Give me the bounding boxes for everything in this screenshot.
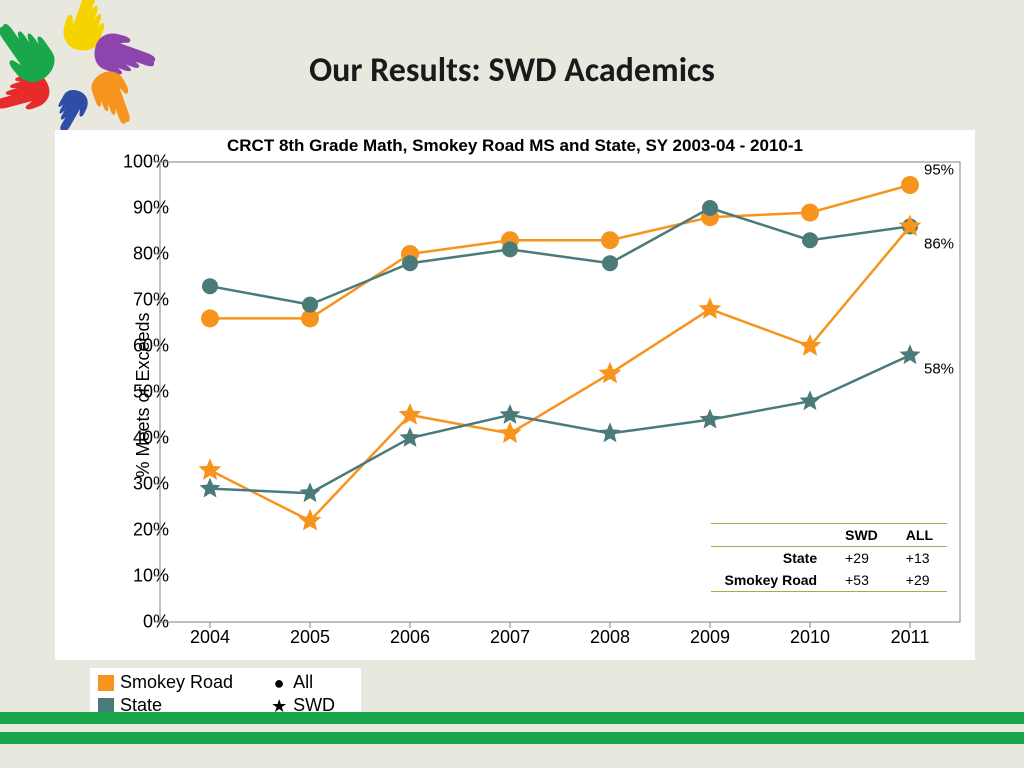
x-tick-label: 2006 [390,627,430,648]
x-tick-label: 2010 [790,627,830,648]
legend-label: All [293,672,313,693]
x-tick-label: 2009 [690,627,730,648]
inset-table: SWD ALL State +29 +13 Smokey Road +53 +2… [711,523,947,592]
legend-swatch [98,675,114,691]
decorative-stripe [0,712,1024,724]
series-end-label: 95% [924,162,954,179]
inset-row-label: Smokey Road [711,569,832,592]
x-tick-label: 2008 [590,627,630,648]
inset-col-all: ALL [892,524,947,547]
page-title: Our Results: SWD Academics [0,50,1024,91]
inset-cell: +13 [892,547,947,570]
inset-row-label: State [711,547,832,570]
x-tick-label: 2007 [490,627,530,648]
legend-item-smokey: Smokey Road [98,672,251,693]
chart-subtitle: CRCT 8th Grade Math, Smokey Road MS and … [55,130,975,156]
circle-icon: ● [271,674,287,692]
inset-col-swd: SWD [831,524,892,547]
decorative-stripe [0,732,1024,744]
x-tick-label: 2004 [190,627,230,648]
inset-cell: +53 [831,569,892,592]
legend-item-all: ● All [271,672,353,693]
x-tick-label: 2005 [290,627,330,648]
series-end-label: 58% [924,361,954,378]
x-tick-label: 2011 [891,627,930,648]
series-end-label: 86% [924,236,954,253]
chart-container: CRCT 8th Grade Math, Smokey Road MS and … [55,130,975,660]
inset-cell: +29 [892,569,947,592]
legend-label: Smokey Road [120,672,233,693]
inset-cell: +29 [831,547,892,570]
